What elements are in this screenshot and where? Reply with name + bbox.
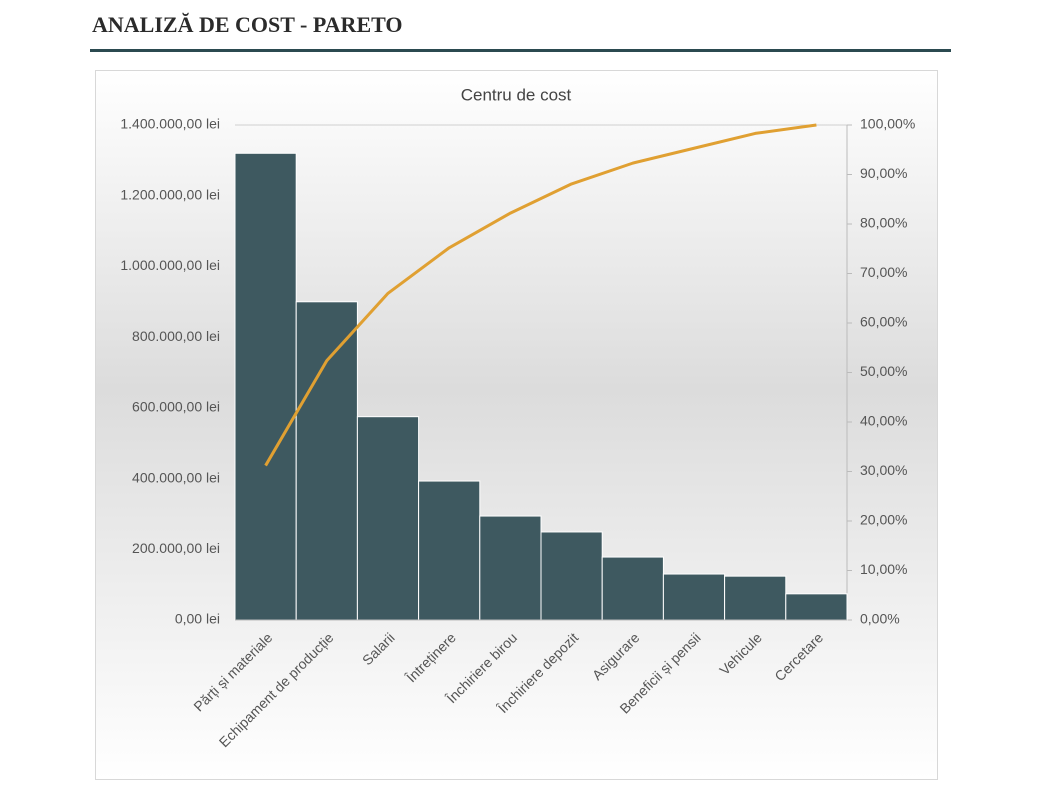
bar [540,531,603,621]
y2-tick-label: 20,00% [860,512,907,528]
y-tick-label: 400.000,00 lei [132,469,220,485]
y2-tick-label: 0,00% [860,611,900,627]
y-tick-label: 1.200.000,00 lei [120,186,220,202]
bar [724,575,787,621]
bar [785,593,848,621]
bar [356,416,420,621]
cumulative-line [264,123,817,467]
chart-title: Centru de cost [461,85,572,104]
y2-tick-label: 80,00% [860,215,907,231]
y2-tick-label: 90,00% [860,165,907,181]
y2-tick-label: 50,00% [860,363,907,379]
y2-tick-label: 10,00% [860,561,907,577]
bar [234,152,297,621]
y-tick-label: 800.000,00 lei [132,328,220,344]
y2-tick-label: 70,00% [860,264,907,280]
y-tick-label: 1.400.000,00 lei [120,116,220,132]
header-rule [90,49,951,52]
bar [418,480,481,621]
bar [601,556,664,621]
page-title: ANALIZĂ DE COST - PARETO [92,12,403,37]
y2-tick-label: 100,00% [860,116,915,132]
bar [479,515,542,621]
y-tick-label: 600.000,00 lei [132,399,220,415]
y2-tick-label: 60,00% [860,314,907,330]
y-tick-label: 1.000.000,00 lei [120,257,220,273]
y-tick-label: 200.000,00 lei [132,540,220,556]
y2-tick-label: 30,00% [860,462,907,478]
y-tick-label: 0,00 lei [175,611,220,627]
bar [662,573,726,621]
bar [295,301,358,621]
y2-tick-label: 40,00% [860,413,907,429]
